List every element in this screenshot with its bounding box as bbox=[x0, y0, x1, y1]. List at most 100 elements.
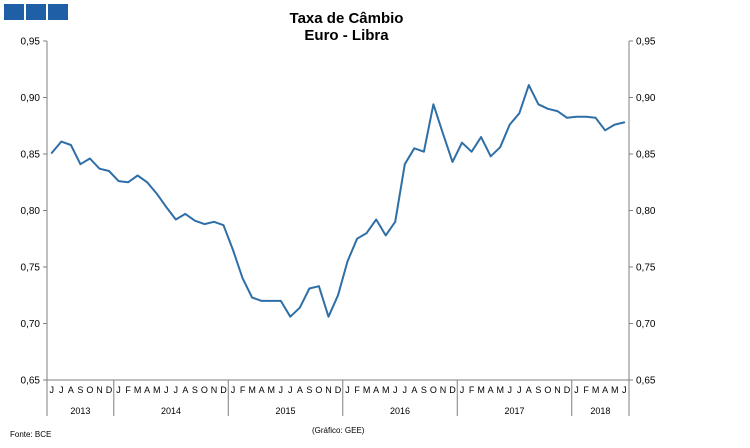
data-point bbox=[413, 147, 416, 150]
data-point bbox=[613, 123, 616, 126]
x-month-label: J bbox=[507, 385, 512, 395]
data-point bbox=[470, 150, 473, 153]
data-point bbox=[155, 192, 158, 195]
data-point bbox=[184, 213, 187, 215]
x-month-label: A bbox=[526, 385, 532, 395]
y-tick-label-left: 0,85 bbox=[21, 150, 41, 161]
x-month-label: N bbox=[211, 385, 218, 395]
data-point bbox=[175, 218, 177, 221]
data-point bbox=[50, 152, 53, 154]
x-month-label: J bbox=[345, 385, 350, 395]
x-month-label: J bbox=[517, 385, 522, 395]
x-month-label: F bbox=[125, 385, 131, 395]
x-month-label: S bbox=[421, 385, 427, 395]
x-month-label: M bbox=[248, 385, 256, 395]
data-point bbox=[70, 144, 72, 146]
data-point bbox=[241, 277, 244, 280]
data-point bbox=[556, 110, 559, 112]
data-point bbox=[575, 115, 578, 118]
x-month-label: O bbox=[86, 385, 93, 395]
data-point bbox=[594, 117, 597, 119]
data-point bbox=[432, 103, 435, 106]
y-tick-label-right: 0,90 bbox=[636, 93, 656, 104]
x-month-label: J bbox=[50, 385, 55, 395]
data-point bbox=[480, 136, 482, 138]
data-point bbox=[279, 300, 282, 302]
y-tick-label-left: 0,95 bbox=[21, 37, 41, 48]
x-month-label: D bbox=[564, 385, 571, 395]
x-month-label: S bbox=[77, 385, 83, 395]
x-month-label: A bbox=[68, 385, 74, 395]
x-month-label: J bbox=[622, 385, 627, 395]
y-tick-label-left: 0,65 bbox=[21, 376, 41, 387]
x-month-label: J bbox=[288, 385, 293, 395]
data-point bbox=[327, 315, 330, 318]
data-point bbox=[260, 300, 263, 302]
data-point bbox=[537, 103, 540, 106]
x-month-label: A bbox=[602, 385, 608, 395]
y-tick-label-right: 0,80 bbox=[636, 206, 656, 217]
data-point bbox=[365, 232, 368, 234]
data-point bbox=[508, 123, 511, 126]
logo-square bbox=[26, 4, 46, 20]
x-month-label: N bbox=[554, 385, 561, 395]
data-point bbox=[356, 237, 358, 240]
x-month-label: O bbox=[430, 385, 437, 395]
y-tick-label-right: 0,75 bbox=[636, 263, 656, 274]
y-tick-label-right: 0,85 bbox=[636, 150, 656, 161]
y-tick-label-left: 0,80 bbox=[21, 206, 41, 217]
source-note: Fonte: BCE bbox=[10, 430, 52, 439]
data-point bbox=[127, 181, 129, 184]
y-tick-label-left: 0,75 bbox=[21, 263, 41, 274]
x-month-label: M bbox=[496, 385, 504, 395]
data-point bbox=[623, 121, 626, 124]
x-month-label: N bbox=[440, 385, 447, 395]
data-point bbox=[213, 221, 215, 223]
x-month-label: A bbox=[373, 385, 379, 395]
x-month-label: J bbox=[164, 385, 169, 395]
x-year-label: 2013 bbox=[70, 406, 90, 416]
data-point bbox=[423, 150, 425, 153]
x-month-label: M bbox=[382, 385, 390, 395]
data-point bbox=[165, 206, 168, 208]
x-month-label: M bbox=[363, 385, 371, 395]
x-month-label: N bbox=[96, 385, 103, 395]
data-point bbox=[518, 112, 521, 115]
x-month-label: A bbox=[259, 385, 265, 395]
x-month-label: A bbox=[297, 385, 303, 395]
data-point bbox=[384, 234, 387, 237]
x-month-label: O bbox=[544, 385, 551, 395]
data-point bbox=[251, 296, 253, 299]
x-year-label: 2015 bbox=[276, 406, 296, 416]
x-month-label: J bbox=[393, 385, 398, 395]
x-month-label: M bbox=[611, 385, 619, 395]
x-year-label: 2014 bbox=[161, 406, 181, 416]
chart-credit: (Gráfico: GEE) bbox=[312, 426, 365, 435]
data-point bbox=[222, 224, 225, 226]
x-month-label: S bbox=[306, 385, 312, 395]
x-month-label: J bbox=[231, 385, 236, 395]
data-point bbox=[79, 163, 82, 165]
series-line-euro-libra bbox=[50, 84, 626, 318]
x-month-label: S bbox=[535, 385, 541, 395]
data-point bbox=[308, 287, 311, 290]
x-month-label: D bbox=[449, 385, 456, 395]
x-month-label: A bbox=[411, 385, 417, 395]
x-month-label: J bbox=[116, 385, 121, 395]
y-tick-label-right: 0,65 bbox=[636, 376, 656, 387]
y-tick-label-right: 0,70 bbox=[636, 319, 656, 330]
x-month-label: D bbox=[335, 385, 342, 395]
data-point bbox=[270, 300, 273, 302]
data-point bbox=[194, 219, 196, 222]
x-month-label: M bbox=[267, 385, 275, 395]
data-point bbox=[346, 260, 349, 263]
data-point bbox=[289, 315, 292, 318]
data-point bbox=[547, 108, 549, 110]
logo-square bbox=[48, 4, 68, 20]
data-point bbox=[499, 146, 501, 149]
x-month-label: A bbox=[182, 385, 188, 395]
x-month-label: F bbox=[354, 385, 360, 395]
data-point bbox=[299, 306, 301, 309]
series-layer bbox=[50, 84, 626, 318]
